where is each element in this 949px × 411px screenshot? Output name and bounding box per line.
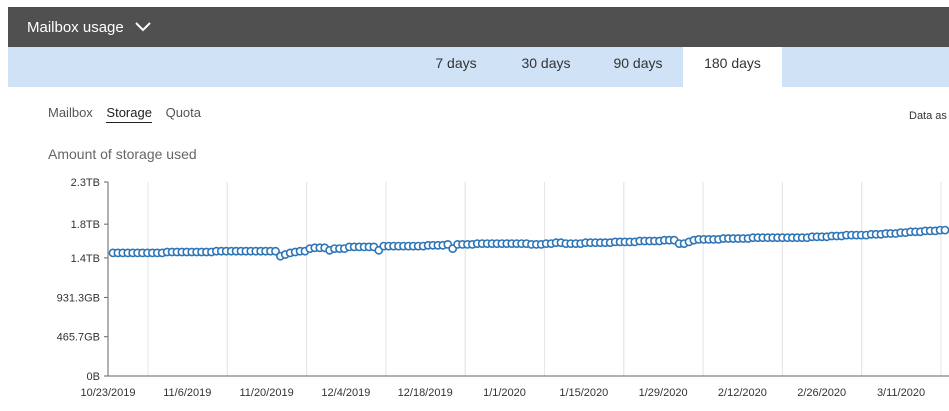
x-tick-label: 2/12/2020 (718, 387, 767, 399)
data-as-of-label: Data as (909, 110, 947, 122)
chart-title: Amount of storage used (48, 146, 197, 162)
tab-7-days[interactable]: 7 days (435, 55, 477, 71)
x-tick-label: 1/29/2020 (639, 387, 688, 399)
y-tick-label: 1.8TB (71, 219, 100, 231)
x-tick-label: 3/11/2020 (877, 387, 925, 399)
data-point[interactable] (271, 246, 280, 256)
period-tab-bar: 7 days 30 days 90 days 180 days (8, 47, 949, 87)
chevron-down-icon[interactable] (134, 21, 152, 33)
storage-series (108, 225, 949, 261)
x-tick-label: 12/4/2019 (321, 387, 370, 399)
mailbox-usage-header[interactable]: Mailbox usage (8, 7, 949, 47)
x-tick-label: 1/1/2020 (483, 387, 526, 399)
y-axis-ticks: 0B 465.7GB 931.3GB 1.4TB 1.8TB 2.3TB (57, 177, 108, 383)
subtab-mailbox[interactable]: Mailbox (48, 105, 93, 120)
header-title[interactable]: Mailbox usage (27, 18, 124, 36)
x-tick-label: 12/18/2019 (398, 387, 453, 399)
tab-30-days[interactable]: 30 days (521, 55, 571, 71)
y-tick-label: 465.7GB (57, 332, 100, 344)
x-axis-ticks: 10/23/2019 11/6/2019 11/20/2019 12/4/2019 12… (80, 387, 925, 399)
x-tick-label: 1/15/2020 (559, 387, 608, 399)
metric-sub-tabs: Mailbox Storage Quota (48, 105, 211, 123)
x-tick-label: 2/26/2020 (797, 387, 846, 399)
y-tick-label: 0B (87, 371, 100, 383)
tab-180-days[interactable]: 180 days (683, 47, 782, 87)
subtab-quota[interactable]: Quota (165, 105, 202, 120)
x-tick-label: 11/6/2019 (163, 387, 211, 399)
y-tick-label: 931.3GB (57, 292, 100, 304)
chart-grid (147, 182, 942, 376)
y-tick-label: 2.3TB (71, 177, 100, 189)
tab-90-days[interactable]: 90 days (613, 55, 663, 71)
data-point[interactable] (940, 225, 949, 235)
subtab-storage[interactable]: Storage (106, 105, 152, 123)
x-tick-label: 11/20/2019 (239, 387, 293, 399)
x-tick-label: 10/23/2019 (80, 387, 135, 399)
y-tick-label: 1.4TB (71, 253, 100, 265)
storage-line-chart: 0B 465.7GB 931.3GB 1.4TB 1.8TB 2.3TB 10/23/20… (57, 177, 949, 399)
chart-axes (107, 182, 949, 377)
